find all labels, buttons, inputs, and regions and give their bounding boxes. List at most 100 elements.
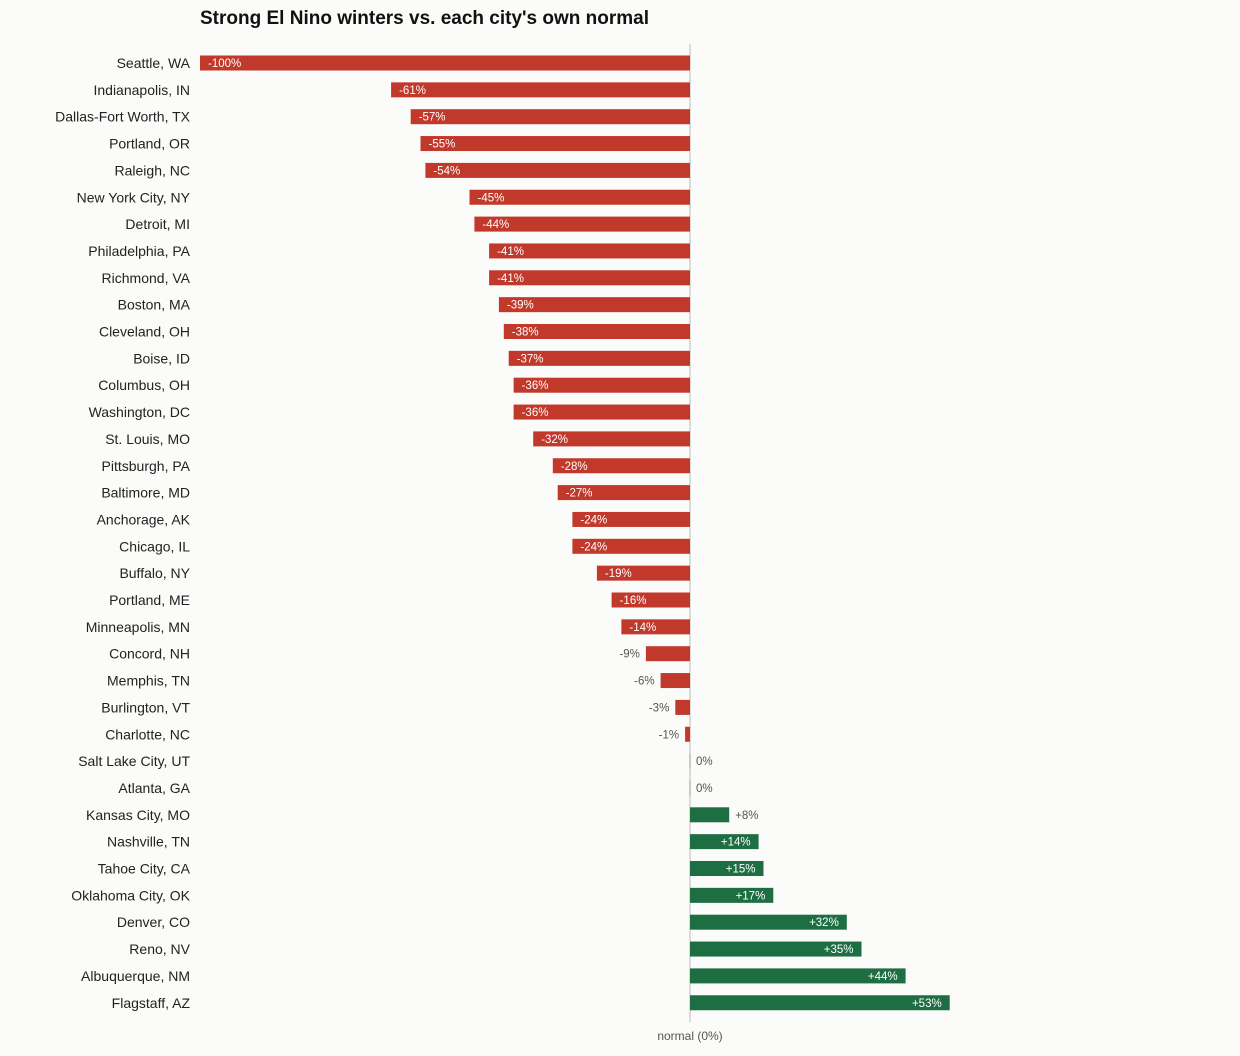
- value-label-albuquerque-nm: +44%: [868, 971, 898, 983]
- value-label-portland-or: -55%: [429, 139, 456, 151]
- bar-portland-me: [611, 592, 690, 608]
- bar-reno-nv: [690, 941, 862, 957]
- bar-st-louis-mo: [533, 431, 690, 447]
- category-label-reno-nv: Reno, NV: [129, 941, 190, 957]
- bars-group: Seattle, WA -100% Indianapolis, IN -61% Dall…: [55, 55, 950, 1011]
- value-label-denver-co: +32%: [809, 917, 839, 929]
- bar-flagstaff-az: [690, 995, 950, 1011]
- value-label-baltimore-md: -27%: [566, 488, 593, 500]
- category-label-kansas-city-mo: Kansas City, MO: [86, 807, 190, 823]
- category-label-detroit-mi: Detroit, MI: [125, 216, 190, 232]
- value-label-dallas-fort-worth-tx: -57%: [419, 112, 446, 124]
- bar-concord-nh: [645, 646, 690, 662]
- bar-cleveland-oh: [503, 324, 690, 339]
- value-label-columbus-oh: -36%: [522, 380, 549, 392]
- bar-minneapolis-mn: [621, 619, 690, 635]
- category-label-burlington-vt: Burlington, VT: [101, 699, 190, 715]
- bar-tahoe-city-ca: [690, 861, 764, 876]
- value-label-oklahoma-city-ok: +17%: [736, 890, 766, 902]
- category-label-new-york-city-ny: New York City, NY: [77, 189, 191, 205]
- bar-philadelphia-pa: [489, 243, 690, 259]
- bar-oklahoma-city-ok: [690, 887, 774, 903]
- bar-boise-id: [508, 350, 690, 366]
- category-label-memphis-tn: Memphis, TN: [107, 673, 190, 689]
- value-label-new-york-city-ny: -45%: [478, 192, 505, 204]
- bar-indianapolis-in: [391, 82, 690, 98]
- category-label-boston-ma: Boston, MA: [118, 297, 191, 313]
- bar-burlington-vt: [675, 699, 690, 715]
- bar-nashville-tn: [690, 834, 759, 850]
- bar-kansas-city-mo: [690, 807, 730, 823]
- value-label-st-louis-mo: -32%: [541, 434, 568, 446]
- category-label-cleveland-oh: Cleveland, OH: [99, 324, 190, 340]
- category-label-salt-lake-city-ut: Salt Lake City, UT: [78, 753, 190, 769]
- value-label-boise-id: -37%: [517, 353, 544, 365]
- bar-new-york-city-ny: [469, 189, 690, 205]
- category-label-raleigh-nc: Raleigh, NC: [115, 162, 190, 178]
- value-label-indianapolis-in: -61%: [399, 85, 426, 97]
- category-label-anchorage-ak: Anchorage, AK: [97, 511, 191, 527]
- bar-detroit-mi: [474, 216, 690, 232]
- value-label-seattle-wa: -100%: [208, 58, 241, 70]
- bar-dallas-fort-worth-tx: [410, 109, 690, 125]
- category-label-albuquerque-nm: Albuquerque, NM: [81, 968, 190, 984]
- bar-chicago-il: [572, 538, 690, 554]
- category-label-atlanta-ga: Atlanta, GA: [118, 780, 190, 796]
- bar-albuquerque-nm: [690, 968, 906, 984]
- value-label-concord-nh: -9%: [619, 649, 639, 661]
- value-label-flagstaff-az: +53%: [912, 998, 942, 1010]
- category-label-boise-id: Boise, ID: [133, 350, 190, 366]
- value-label-nashville-tn: +14%: [721, 837, 751, 849]
- bar-atlanta-ga: [689, 780, 691, 796]
- category-label-st-louis-mo: St. Louis, MO: [105, 431, 190, 447]
- category-label-pittsburgh-pa: Pittsburgh, PA: [102, 458, 191, 474]
- bar-richmond-va: [489, 270, 690, 286]
- category-label-portland-or: Portland, OR: [109, 136, 190, 152]
- value-label-minneapolis-mn: -14%: [629, 622, 656, 634]
- baseline-label: normal (0%): [657, 1029, 722, 1043]
- value-label-buffalo-ny: -19%: [605, 568, 632, 580]
- bar-portland-or: [420, 136, 690, 152]
- value-label-reno-nv: +35%: [824, 944, 854, 956]
- category-label-nashville-tn: Nashville, TN: [107, 834, 190, 850]
- category-label-minneapolis-mn: Minneapolis, MN: [86, 619, 190, 635]
- category-label-chicago-il: Chicago, IL: [119, 538, 190, 554]
- value-label-charlotte-nc: -1%: [659, 729, 679, 741]
- category-label-denver-co: Denver, CO: [117, 914, 190, 930]
- value-label-cleveland-oh: -38%: [512, 327, 539, 339]
- value-label-chicago-il: -24%: [580, 541, 607, 553]
- bar-baltimore-md: [557, 485, 690, 501]
- bar-washington-dc: [513, 404, 690, 420]
- value-label-richmond-va: -41%: [497, 273, 524, 285]
- category-label-portland-me: Portland, ME: [109, 592, 190, 608]
- bar-pittsburgh-pa: [552, 458, 690, 474]
- bar-salt-lake-city-ut: [689, 753, 691, 769]
- value-label-memphis-tn: -6%: [634, 676, 654, 688]
- value-label-detroit-mi: -44%: [482, 219, 509, 231]
- category-label-baltimore-md: Baltimore, MD: [101, 485, 190, 501]
- category-label-oklahoma-city-ok: Oklahoma City, OK: [71, 887, 190, 903]
- category-label-charlotte-nc: Charlotte, NC: [105, 726, 190, 742]
- category-label-buffalo-ny: Buffalo, NY: [119, 565, 190, 581]
- value-label-kansas-city-mo: +8%: [735, 810, 758, 822]
- bar-raleigh-nc: [425, 162, 690, 178]
- value-label-boston-ma: -39%: [507, 300, 534, 312]
- value-label-pittsburgh-pa: -28%: [561, 461, 588, 473]
- bar-denver-co: [690, 914, 847, 930]
- chart-title: Strong El Nino winters vs. each city's o…: [200, 8, 650, 29]
- category-label-philadelphia-pa: Philadelphia, PA: [88, 243, 190, 259]
- value-label-raleigh-nc: -54%: [433, 165, 460, 177]
- category-label-indianapolis-in: Indianapolis, IN: [93, 82, 190, 98]
- bar-boston-ma: [498, 297, 690, 313]
- bar-anchorage-ak: [572, 511, 690, 527]
- value-label-anchorage-ak: -24%: [580, 514, 607, 526]
- category-label-columbus-oh: Columbus, OH: [98, 377, 190, 393]
- value-label-tahoe-city-ca: +15%: [726, 864, 756, 876]
- bar-buffalo-ny: [596, 565, 690, 581]
- value-label-burlington-vt: -3%: [649, 702, 669, 714]
- category-label-concord-nh: Concord, NH: [109, 646, 190, 662]
- category-label-washington-dc: Washington, DC: [89, 404, 190, 420]
- value-label-philadelphia-pa: -41%: [497, 246, 524, 258]
- category-label-flagstaff-az: Flagstaff, AZ: [112, 995, 191, 1011]
